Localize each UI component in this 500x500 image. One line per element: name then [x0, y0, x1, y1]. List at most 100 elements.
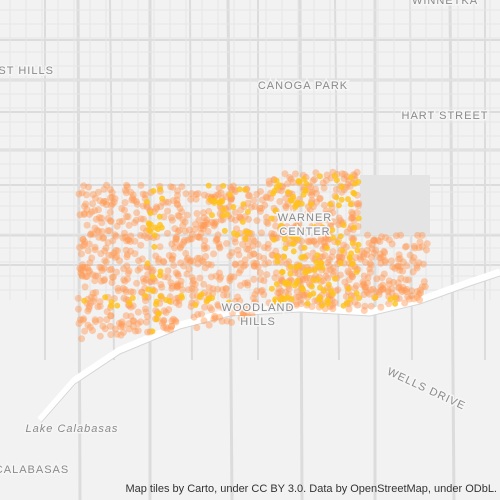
point — [168, 322, 176, 330]
point — [155, 258, 162, 266]
point — [250, 250, 258, 258]
point — [186, 235, 194, 243]
place-label: CANOGA PARK — [258, 80, 348, 92]
point — [74, 294, 82, 302]
point — [113, 330, 121, 338]
point — [415, 290, 423, 298]
point — [91, 316, 99, 324]
point — [268, 215, 275, 222]
point — [227, 273, 235, 281]
point — [98, 219, 106, 227]
point — [265, 299, 273, 307]
point — [87, 299, 94, 307]
point — [346, 269, 353, 277]
point — [316, 195, 324, 203]
point — [289, 224, 297, 232]
point — [245, 229, 252, 236]
point — [115, 319, 123, 327]
point — [121, 286, 129, 294]
point — [117, 331, 125, 339]
point — [254, 263, 262, 271]
point — [421, 283, 429, 291]
point — [110, 198, 118, 206]
point — [188, 285, 196, 293]
point — [78, 189, 86, 197]
point — [80, 315, 88, 323]
point — [160, 307, 168, 315]
point — [324, 274, 332, 282]
point — [338, 183, 345, 190]
point — [162, 309, 170, 316]
point — [289, 178, 297, 186]
point — [116, 257, 123, 265]
point — [120, 276, 128, 284]
point — [246, 192, 253, 200]
point — [260, 291, 268, 299]
point — [384, 286, 392, 294]
point — [377, 254, 385, 262]
point — [75, 320, 83, 327]
point — [356, 253, 364, 261]
point — [312, 189, 320, 197]
point — [116, 218, 123, 226]
point — [81, 264, 89, 271]
point — [321, 252, 329, 259]
point — [284, 180, 291, 188]
point — [121, 199, 129, 206]
point — [162, 324, 170, 331]
point — [308, 188, 316, 196]
point — [80, 209, 88, 217]
point — [99, 199, 107, 207]
point — [199, 225, 207, 233]
point — [234, 293, 242, 301]
point — [333, 194, 340, 201]
point — [287, 270, 294, 277]
point — [107, 202, 115, 209]
point — [317, 284, 323, 291]
point — [189, 277, 197, 284]
point — [376, 238, 384, 245]
point — [379, 285, 387, 293]
point — [402, 288, 410, 296]
point — [222, 285, 230, 293]
point — [153, 205, 160, 213]
point — [174, 187, 181, 195]
point — [172, 238, 179, 246]
point — [392, 300, 399, 307]
point — [210, 250, 218, 258]
point — [379, 253, 387, 261]
point — [242, 235, 249, 242]
point — [144, 271, 152, 278]
point — [264, 240, 272, 248]
point — [229, 309, 236, 317]
point — [378, 274, 386, 282]
point — [79, 263, 87, 271]
point — [198, 257, 206, 265]
point — [123, 181, 131, 189]
point — [98, 264, 105, 272]
road — [226, 0, 234, 500]
point — [287, 175, 295, 183]
point — [360, 291, 368, 299]
point — [379, 281, 387, 289]
point — [381, 257, 389, 265]
point — [87, 231, 94, 239]
point — [285, 258, 293, 266]
point — [253, 190, 261, 198]
point — [315, 276, 322, 283]
point — [118, 217, 126, 225]
point — [191, 286, 199, 294]
point — [360, 250, 368, 257]
point — [194, 254, 201, 262]
point — [313, 198, 321, 206]
point — [370, 249, 378, 257]
point — [283, 279, 290, 286]
point — [329, 301, 337, 309]
point — [82, 200, 90, 208]
point — [144, 260, 151, 267]
point — [174, 270, 182, 278]
point — [228, 318, 236, 326]
point — [290, 248, 297, 255]
point — [139, 224, 147, 232]
point — [107, 265, 115, 273]
